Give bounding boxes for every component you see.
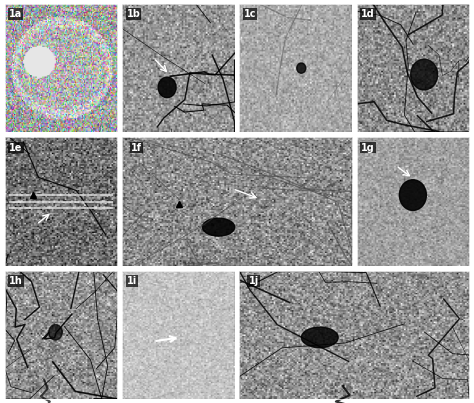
Text: Philips Brill...: Philips Brill... xyxy=(61,8,84,12)
Text: S4 M45y: S4 M45y xyxy=(7,8,25,12)
Circle shape xyxy=(49,324,62,340)
Text: 1d: 1d xyxy=(361,9,375,19)
Text: 1j: 1j xyxy=(248,276,259,286)
Circle shape xyxy=(410,59,438,90)
Circle shape xyxy=(400,180,427,210)
Text: 1h: 1h xyxy=(9,276,23,286)
Circle shape xyxy=(158,77,176,98)
Text: 1c: 1c xyxy=(244,9,256,19)
Circle shape xyxy=(202,218,235,236)
Circle shape xyxy=(301,327,338,348)
Text: 1f: 1f xyxy=(131,143,142,152)
Text: 1b: 1b xyxy=(127,9,140,19)
Text: 1i: 1i xyxy=(127,276,137,286)
Circle shape xyxy=(297,63,306,73)
Text: 1e: 1e xyxy=(9,143,23,152)
Text: 1a: 1a xyxy=(9,9,22,19)
Text: 1g: 1g xyxy=(361,143,375,152)
